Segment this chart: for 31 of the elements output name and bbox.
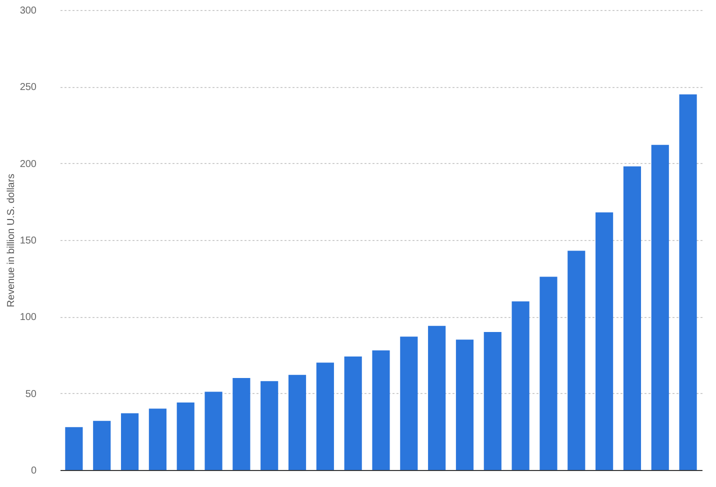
bar <box>456 340 474 470</box>
bar <box>400 336 418 470</box>
y-tick-label: 250 <box>20 82 37 94</box>
bar <box>540 276 558 470</box>
y-tick-label: 50 <box>25 388 37 400</box>
bar <box>428 326 446 470</box>
y-tick-label: 200 <box>20 158 37 170</box>
bar <box>679 94 697 470</box>
bar <box>623 166 642 470</box>
bar <box>568 250 586 470</box>
y-tick-label: 100 <box>20 312 37 324</box>
y-axis-title: Revenue in billion U.S. dollars <box>6 174 17 308</box>
y-tick-label: 150 <box>20 236 37 246</box>
bar <box>260 381 278 470</box>
bar <box>65 427 83 470</box>
bar <box>288 374 306 470</box>
bar <box>120 413 139 470</box>
bar <box>232 378 250 470</box>
bar <box>176 402 194 470</box>
bar <box>316 362 334 470</box>
bar <box>93 420 111 470</box>
bar <box>651 144 669 470</box>
bar <box>596 212 614 470</box>
bar <box>344 356 362 470</box>
bar <box>372 350 390 470</box>
y-tick-label: 300 <box>20 6 37 16</box>
y-tick-label: 0 <box>30 466 37 476</box>
bar <box>148 408 166 470</box>
bar <box>484 332 502 470</box>
bar <box>204 392 222 470</box>
bar <box>512 301 530 470</box>
